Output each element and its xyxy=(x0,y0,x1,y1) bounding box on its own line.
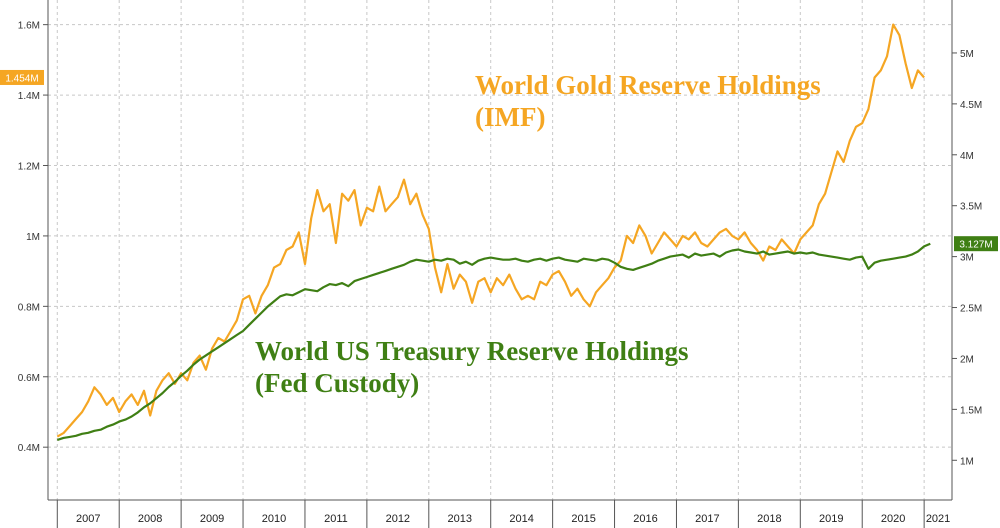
right-tick-label: 3.5M xyxy=(960,202,982,213)
right-tick-label: 2M xyxy=(960,354,974,365)
last-value-badge-right xyxy=(954,236,998,252)
series-annotation-1: (Fed Custody) xyxy=(255,368,419,398)
x-tick-label: 2015 xyxy=(571,513,595,525)
x-tick-label: 2021 xyxy=(926,513,950,525)
series-annotation-0: (IMF) xyxy=(475,102,545,132)
series xyxy=(56,23,931,441)
left-tick-label: 1M xyxy=(26,232,40,243)
right-tick-label: 1.5M xyxy=(960,405,982,416)
left-tick-label: 0.4M xyxy=(18,443,40,454)
x-tick-label: 2010 xyxy=(262,513,286,525)
right-tick-label: 1M xyxy=(960,456,974,467)
right-tick-label: 4M xyxy=(960,151,974,162)
right-tick-label: 3M xyxy=(960,253,974,264)
x-tick-label: 2008 xyxy=(138,513,162,525)
x-tick-label: 2012 xyxy=(386,513,410,525)
right-tick-label: 4.5M xyxy=(960,100,982,111)
x-tick-label: 2017 xyxy=(695,513,719,525)
x-tick-label: 2011 xyxy=(324,513,348,525)
left-tick-label: 1.2M xyxy=(18,161,40,172)
x-tick-label: 2014 xyxy=(509,513,533,525)
x-tick-label: 2019 xyxy=(819,513,843,525)
left-tick-label: 0.8M xyxy=(18,302,40,313)
series-line-1 xyxy=(56,242,931,441)
right-tick-label: 5M xyxy=(960,49,974,60)
right-tick-label: 2.5M xyxy=(960,304,982,315)
last-value-badge-left xyxy=(0,69,44,85)
left-tick-label: 1.4M xyxy=(18,91,40,102)
x-tick-label: 2016 xyxy=(633,513,657,525)
last-value-label-left: 1.454M xyxy=(5,73,38,84)
x-tick-label: 2018 xyxy=(757,513,781,525)
series-annotation-1: World US Treasury Reserve Holdings xyxy=(255,336,689,366)
x-tick-label: 2013 xyxy=(448,513,472,525)
grid xyxy=(48,0,952,500)
left-tick-label: 0.6M xyxy=(18,373,40,384)
last-value-label-right: 3.127M xyxy=(959,240,992,251)
series-annotation-0: World Gold Reserve Holdings xyxy=(475,70,821,100)
x-tick-label: 2007 xyxy=(76,513,100,525)
axes: 2007 2008 2009 2010 2011 2012 2013 2014 2015 2016… xyxy=(18,0,982,528)
series-line-0 xyxy=(56,23,925,438)
x-tick-label: 2009 xyxy=(200,513,224,525)
x-tick-label: 2020 xyxy=(881,513,905,525)
left-tick-label: 1.6M xyxy=(18,21,40,32)
